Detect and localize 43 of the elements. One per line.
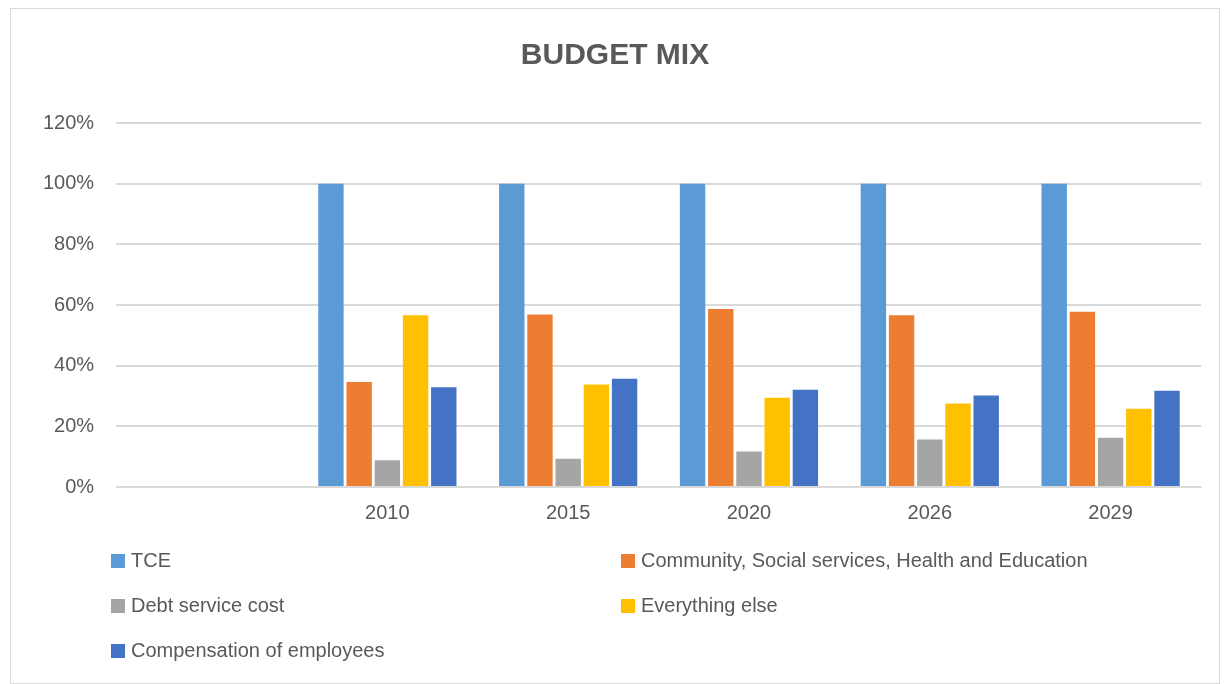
- bar: [1154, 390, 1180, 486]
- bar: [499, 183, 525, 486]
- legend-label: TCE: [131, 549, 171, 572]
- y-tick-label: 120%: [43, 110, 95, 133]
- bar: [374, 460, 401, 486]
- bar: [860, 183, 887, 486]
- bar: [527, 314, 553, 486]
- bar: [318, 183, 344, 486]
- y-tick-label: 40%: [54, 353, 95, 376]
- x-tick-label: 2026: [907, 500, 953, 523]
- bar: [611, 378, 638, 486]
- x-tick-label: 2015: [545, 500, 591, 523]
- chart-title: BUDGET MIX: [519, 37, 711, 71]
- y-tick-label: 100%: [43, 171, 95, 194]
- bar: [1041, 183, 1067, 486]
- y-tick-label: 20%: [54, 413, 95, 436]
- bar: [917, 439, 943, 486]
- bar: [679, 183, 706, 486]
- bar: [1069, 311, 1096, 486]
- bar: [973, 395, 999, 486]
- bar: [945, 403, 971, 486]
- bar: [1097, 437, 1124, 486]
- bar: [764, 397, 790, 486]
- bar: [583, 384, 610, 486]
- bar: [708, 308, 734, 486]
- bar: [555, 458, 581, 486]
- bar: [736, 451, 762, 486]
- bar: [792, 389, 819, 486]
- bar: [402, 315, 429, 486]
- bar: [888, 315, 915, 486]
- y-tick-label: 80%: [54, 231, 95, 254]
- legend-label: Debt service cost: [131, 594, 285, 617]
- legend-label: Community, Social services, Health and Education: [641, 549, 1088, 572]
- legend-label: Compensation of employees: [131, 639, 385, 662]
- bar: [431, 387, 457, 486]
- legend-label: Everything else: [641, 594, 778, 617]
- y-tick-label: 60%: [54, 292, 95, 315]
- bar: [346, 382, 372, 486]
- x-tick-label: 2020: [726, 500, 772, 523]
- bar: [1126, 408, 1152, 486]
- x-tick-label: 2010: [365, 500, 410, 523]
- y-tick-label: 0%: [65, 474, 95, 497]
- x-tick-label: 2029: [1088, 500, 1133, 523]
